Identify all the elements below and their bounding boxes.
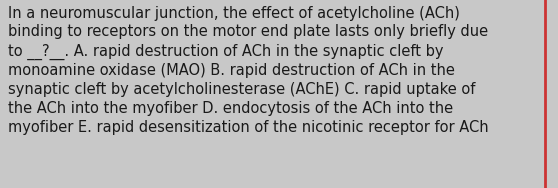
Text: In a neuromuscular junction, the effect of acetylcholine (ACh)
binding to recept: In a neuromuscular junction, the effect … [8,6,489,135]
